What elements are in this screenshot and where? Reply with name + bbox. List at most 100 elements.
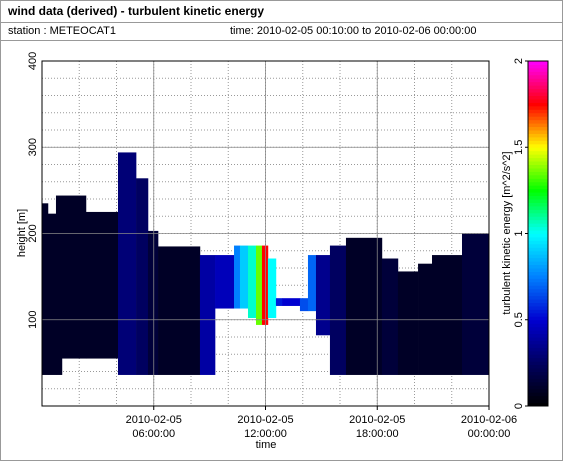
colorbar-step [528, 274, 548, 279]
x-axis-label: time [256, 439, 277, 451]
colorbar-step [528, 326, 548, 331]
colorbar-tick-label: 1 [513, 230, 525, 236]
colorbar-step [528, 309, 548, 314]
colorbar-step [528, 288, 548, 293]
colorbar-step [528, 295, 548, 300]
colorbar-step [528, 119, 548, 124]
x-tick-label: 2010-02-05 12:00:00 [237, 414, 293, 440]
time-range: time: 2010-02-05 00:10:00 to 2010-02-06 … [230, 25, 476, 37]
colorbar-step [528, 302, 548, 307]
colorbar-step [528, 378, 548, 383]
heat-cell [247, 245, 257, 319]
colorbar-step [528, 92, 548, 96]
colorbar-step [528, 278, 548, 283]
colorbar-step [528, 216, 548, 221]
colorbar-step [528, 143, 548, 148]
colorbar-step [528, 357, 548, 362]
colorbar-step [528, 268, 548, 272]
colorbar-step [528, 385, 548, 390]
colorbar-tick-label: 0 [513, 403, 525, 409]
heat-cell [345, 237, 383, 375]
y-axis-label: height [m] [16, 209, 28, 257]
y-tick-label: 400 [27, 52, 39, 70]
colorbar-step [528, 226, 548, 231]
colorbar-step [528, 299, 548, 303]
colorbar-step [528, 178, 548, 183]
colorbar-step [528, 337, 548, 341]
colorbar-step [528, 402, 548, 407]
heat-cell [307, 255, 317, 312]
colorbar-step [528, 102, 548, 107]
colorbar-step [528, 188, 548, 193]
y-tick-label: 100 [27, 311, 39, 329]
colorbar-step [528, 381, 548, 386]
heat-cell [147, 230, 159, 375]
heat-cell [85, 211, 119, 359]
y-tick-label: 300 [27, 138, 39, 156]
colorbar-step [528, 78, 548, 83]
station: station : METEOCAT1 [8, 25, 116, 37]
colorbar-step [528, 98, 548, 103]
colorbar-step [528, 85, 548, 90]
colorbar-step [528, 199, 548, 203]
colorbar-step [528, 181, 548, 186]
heat-cell [299, 298, 309, 312]
heat-cell [282, 298, 301, 306]
colorbar-step [528, 126, 548, 131]
colorbar-label: turbulent kinetic energy [m^2/s^2] [501, 151, 513, 314]
heat-cell [397, 271, 419, 375]
colorbar-step [528, 164, 548, 169]
heat-cell [117, 152, 137, 375]
colorbar-tick-label: 0.5 [513, 312, 525, 327]
colorbar-step [528, 399, 548, 404]
heat-cell [256, 245, 263, 325]
colorbar-step [528, 333, 548, 338]
heat-cell [42, 203, 49, 375]
colorbar-step [528, 254, 548, 259]
colorbar-step [528, 167, 548, 172]
colorbar-step [528, 285, 548, 290]
colorbar-step [528, 154, 548, 159]
colorbar-step [528, 230, 548, 234]
colorbar-tick-label: 2 [513, 58, 525, 64]
heat-cell [61, 195, 87, 359]
heat-cell [315, 255, 331, 336]
colorbar-step [528, 361, 548, 366]
colorbar-step [528, 150, 548, 155]
heat-cell [47, 213, 57, 375]
colorbar-step [528, 292, 548, 297]
colorbar-step [528, 316, 548, 321]
colorbar-step [528, 312, 548, 317]
colorbar-step [528, 109, 548, 114]
colorbar-step [528, 392, 548, 397]
heat-cell [261, 245, 269, 325]
colorbar-step [528, 371, 548, 376]
colorbar-step [528, 271, 548, 276]
colorbar-step [528, 374, 548, 379]
colorbar-step [528, 95, 548, 100]
colorbar-step [528, 105, 548, 110]
colorbar-step [528, 171, 548, 176]
x-tick-label: 2010-02-05 06:00:00 [126, 414, 182, 440]
colorbar-step [528, 219, 548, 224]
colorbar-step [528, 343, 548, 348]
colorbar-step [528, 364, 548, 369]
colorbar-step [528, 257, 548, 262]
colorbar-step [528, 368, 548, 372]
heat-cell [275, 298, 283, 306]
colorbar-step [528, 74, 548, 79]
colorbar-step [528, 243, 548, 248]
colorbar-step [528, 281, 548, 286]
colorbar-step [528, 323, 548, 328]
heat-cell [239, 245, 249, 309]
colorbar-step [528, 192, 548, 197]
heat-cell [215, 255, 235, 309]
heat-cell [55, 195, 63, 375]
colorbar-step [528, 212, 548, 217]
colorbar-step [528, 264, 548, 269]
heat-cell [267, 258, 277, 319]
colorbar-step [528, 261, 548, 266]
colorbar-step [528, 81, 548, 86]
colorbar-step [528, 136, 548, 141]
